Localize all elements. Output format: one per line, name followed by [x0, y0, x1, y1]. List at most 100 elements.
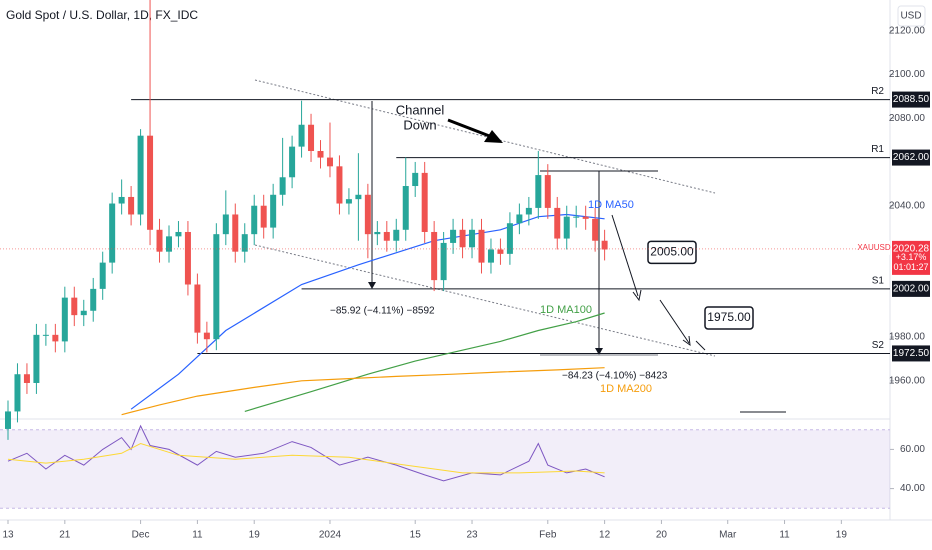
candle-body: [516, 214, 523, 224]
candle-body: [345, 199, 352, 204]
level-tag-label: 1972.50: [893, 348, 930, 359]
measure-label: −84.23 (−4.10%) −8423: [562, 371, 668, 382]
candle-body: [147, 135, 154, 230]
drawings: [254, 79, 786, 413]
x-tick-label: 11: [192, 530, 203, 541]
candle-body: [118, 196, 125, 204]
rsi-tick-label: 60.00: [900, 444, 925, 455]
candle-body: [137, 135, 144, 215]
projection-arrow-head: [682, 335, 691, 347]
currency-label: USD: [900, 11, 921, 22]
rsi-tick-label: 40.00: [900, 483, 925, 494]
rsi-line: [7, 424, 605, 482]
current-price-change: +3.17%: [896, 252, 927, 262]
candle-body: [156, 229, 163, 252]
level-name: S2: [872, 340, 885, 351]
candle-body: [298, 124, 305, 147]
level-tag-label: 2062.00: [893, 152, 930, 163]
candle-body: [308, 124, 315, 152]
measure-arrow-head: [595, 348, 603, 355]
candle-body: [440, 242, 447, 281]
x-tick-label: 13: [2, 530, 14, 541]
candle-body: [478, 229, 485, 263]
level-tag: [892, 149, 930, 166]
candle-body: [506, 223, 513, 254]
x-tick-label: Dec: [132, 530, 150, 541]
candle-body: [383, 231, 390, 241]
candle-body: [99, 262, 106, 289]
candle-body: [184, 231, 191, 285]
symbol-label: XAUUSD: [857, 243, 891, 252]
candle-body: [80, 310, 87, 316]
price-axis: 1960.001980.002040.002080.002100.002120.…: [2, 25, 925, 540]
measure-label: −85.92 (−4.11%) −8592: [330, 306, 435, 317]
candle-body: [128, 196, 135, 215]
candle-body: [317, 151, 324, 158]
channel-lower: [254, 244, 716, 357]
level-tag: [892, 280, 930, 297]
ma-label: 1D MA100: [540, 304, 592, 316]
candle-body: [573, 216, 580, 218]
candle-body: [270, 194, 277, 228]
candle-body: [241, 234, 248, 252]
candle-body: [42, 334, 49, 336]
target-label: 1975.00: [707, 310, 751, 324]
x-tick-label: 19: [836, 530, 848, 541]
level-tag-label: 2002.00: [893, 284, 930, 295]
level-name: R1: [871, 144, 884, 155]
channel-arrow-head: [484, 130, 503, 143]
x-tick-label: 19: [249, 530, 261, 541]
x-tick-label: 2024: [319, 530, 342, 541]
x-tick-label: 12: [599, 530, 611, 541]
current-price-tag: [892, 240, 930, 275]
candle-body: [175, 231, 182, 237]
x-tick-label: Feb: [539, 530, 557, 541]
candle-body: [544, 175, 551, 208]
candle-body: [260, 205, 267, 228]
ma-label: 1D MA50: [588, 199, 634, 211]
candle-body: [336, 166, 343, 204]
x-tick-label: 21: [59, 530, 71, 541]
y-tick-label: 2080.00: [889, 113, 926, 124]
candle-body: [213, 234, 220, 340]
candle-body: [279, 177, 286, 195]
candle-body: [61, 297, 68, 342]
candle-body: [469, 229, 476, 248]
target-box: [647, 240, 697, 265]
candle-body: [222, 214, 229, 235]
y-tick-label: 2100.00: [889, 69, 926, 80]
x-tick-label: 23: [466, 530, 478, 541]
candle-body: [109, 203, 116, 263]
current-price-label: 2020.28: [893, 244, 930, 255]
y-tick-label: 2040.00: [889, 200, 926, 211]
rsi-band: [0, 429, 890, 509]
candle-body: [554, 207, 561, 239]
projection-arrow: [659, 299, 690, 344]
level-name: S1: [872, 276, 885, 287]
current-price-countdown: 01:01:27: [893, 262, 928, 272]
channel-arrow: [447, 118, 493, 139]
candle-body: [23, 374, 30, 383]
x-tick-label: 20: [656, 530, 668, 541]
candle-body: [374, 231, 381, 235]
candle-body: [326, 157, 333, 167]
moving-average: [130, 213, 605, 410]
target-label: 2005.00: [650, 244, 694, 258]
candle-body: [203, 332, 210, 340]
channel-upper: [254, 79, 716, 194]
symbol-tag: [858, 240, 890, 255]
candle-body: [525, 207, 532, 215]
moving-average: [121, 367, 605, 416]
channel-label: Down: [403, 117, 436, 132]
rsi-line: [7, 442, 605, 474]
projection-arrow-head: [632, 289, 642, 302]
candle-body: [592, 218, 599, 241]
candle-body: [52, 334, 59, 342]
candle-body: [450, 229, 457, 243]
ma-label: 1D MA200: [600, 383, 652, 395]
x-tick-label: 15: [410, 530, 422, 541]
projection-arrow: [611, 214, 639, 297]
y-tick-label: 2120.00: [889, 25, 926, 36]
currency-box[interactable]: [897, 5, 926, 27]
